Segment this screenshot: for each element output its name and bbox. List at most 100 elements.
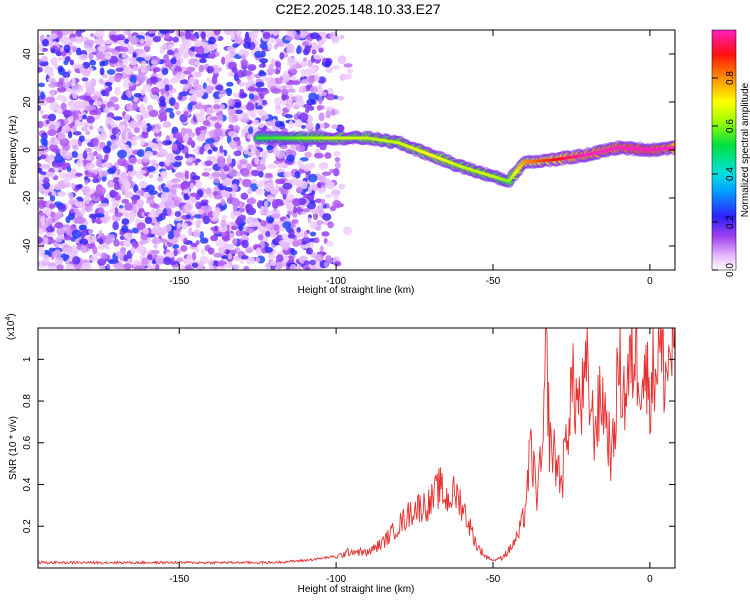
colorbar-tick-label: 0.4: [725, 167, 736, 181]
noise-blob: [56, 211, 63, 217]
noise-blob: [124, 38, 129, 44]
noise-blob: [247, 134, 252, 140]
noise-blob: [322, 213, 332, 221]
noise-blob: [39, 174, 45, 180]
noise-blob: [321, 231, 330, 237]
noise-blob: [42, 254, 50, 263]
noise-blob: [158, 95, 166, 104]
noise-blob: [113, 182, 120, 191]
noise-blob: [274, 120, 283, 128]
ridge-peak: [519, 164, 524, 168]
noise-blob: [151, 59, 158, 65]
noise-blob: [74, 119, 79, 127]
noise-blob: [63, 118, 69, 125]
noise-blob: [194, 247, 200, 253]
noise-blob: [148, 174, 154, 179]
noise-blob: [142, 128, 148, 133]
noise-blob: [43, 138, 48, 148]
noise-blob: [56, 264, 64, 270]
noise-blob: [178, 92, 183, 101]
noise-blob: [324, 152, 332, 159]
noise-blob: [276, 42, 285, 47]
noise-blob: [48, 82, 58, 88]
noise-blob: [313, 152, 324, 159]
noise-blob: [85, 155, 92, 161]
noise-blob: [266, 209, 271, 217]
noise-blob: [208, 53, 215, 58]
noise-blob: [287, 30, 297, 37]
noise-blob: [83, 176, 89, 181]
noise-blob: [220, 198, 226, 206]
noise-blob: [337, 55, 347, 65]
noise-blob: [80, 185, 91, 193]
noise-blob: [240, 192, 249, 200]
noise-blob: [120, 71, 127, 80]
noise-blob: [303, 163, 312, 172]
noise-blob: [252, 119, 259, 126]
noise-blob: [252, 30, 260, 36]
noise-blob: [206, 77, 211, 83]
noise-blob: [325, 110, 331, 119]
noise-blob: [254, 50, 263, 58]
noise-blob: [141, 132, 149, 139]
noise-blob: [225, 231, 230, 241]
noise-blob: [50, 48, 56, 54]
noise-blob: [243, 36, 252, 44]
noise-blob: [72, 131, 82, 136]
noise-blob: [183, 110, 189, 117]
noise-blob: [284, 114, 293, 119]
noise-blob: [159, 88, 167, 93]
noise-blob: [114, 86, 121, 96]
noise-blob: [131, 197, 137, 205]
noise-blob: [236, 69, 245, 78]
noise-blob: [65, 263, 75, 270]
noise-blob: [258, 170, 264, 178]
noise-blob: [292, 212, 298, 218]
noise-blob: [121, 218, 130, 225]
noise-blob: [255, 188, 264, 195]
noise-blob: [202, 205, 212, 214]
noise-blob: [123, 240, 132, 248]
x-tick-label: -50: [486, 574, 501, 585]
noise-blob: [93, 91, 102, 97]
noise-blob: [39, 109, 44, 115]
noise-blob: [259, 219, 267, 227]
x-tick-label: -150: [169, 574, 189, 585]
noise-blob: [294, 34, 301, 41]
snr-x-axis: -150 -100 -50 0: [169, 328, 653, 585]
noise-blob: [142, 96, 148, 104]
noise-blob: [266, 144, 274, 151]
spectrogram-y-axis: -40 -20 0 20 40: [22, 48, 675, 253]
noise-blob: [333, 261, 342, 267]
noise-blob: [192, 251, 197, 261]
noise-blob: [84, 39, 95, 47]
noise-blob: [57, 131, 66, 140]
noise-blob: [40, 91, 45, 100]
noise-blob: [299, 61, 308, 68]
noise-blob: [81, 229, 88, 237]
noise-blob: [225, 88, 233, 94]
noise-blob: [48, 203, 56, 209]
noise-blob: [213, 177, 220, 184]
noise-blob: [54, 256, 64, 265]
noise-blob: [219, 104, 225, 110]
noise-blob: [131, 240, 137, 248]
noise-blob: [99, 67, 105, 76]
noise-blob: [130, 246, 136, 255]
noise-blob: [69, 59, 75, 66]
noise-blob: [297, 160, 304, 168]
noise-blob: [103, 107, 109, 114]
noise-blob: [69, 37, 79, 43]
noise-blob: [102, 73, 108, 79]
noise-blob: [275, 61, 282, 68]
noise-blob: [250, 112, 257, 119]
noise-blob: [199, 237, 209, 244]
noise-blob: [199, 146, 205, 155]
noise-blob: [303, 208, 311, 213]
noise-blob: [162, 43, 168, 51]
noise-blob: [304, 68, 313, 76]
noise-blob: [282, 192, 287, 200]
noise-blob: [132, 102, 139, 111]
noise-blob: [213, 252, 223, 258]
noise-blob: [165, 140, 173, 145]
